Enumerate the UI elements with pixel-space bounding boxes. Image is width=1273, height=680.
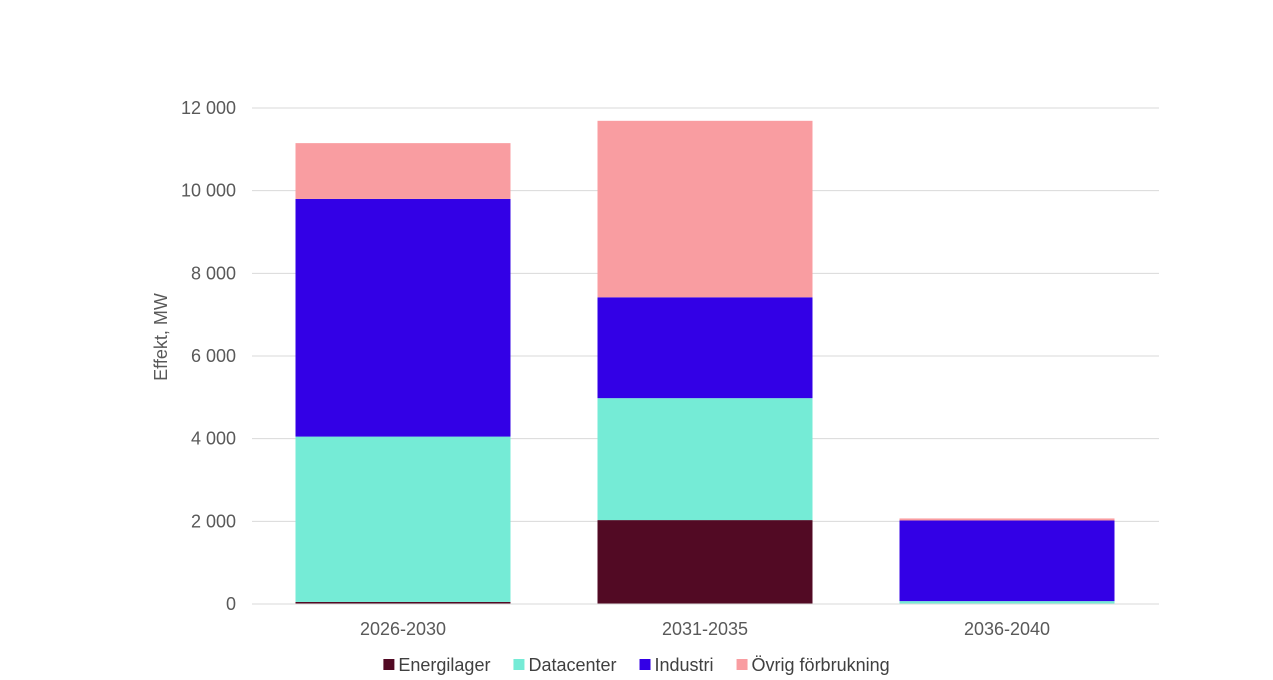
y-tick-label: 4 000 — [191, 429, 236, 449]
y-tick-label: 0 — [226, 594, 236, 614]
legend-label: Energilager — [398, 655, 490, 675]
bar-segment--vrig-f-rbrukning — [295, 143, 511, 199]
legend-label: Övrig förbrukning — [752, 655, 890, 675]
legend-swatch — [639, 659, 651, 670]
legend-swatch — [383, 659, 395, 670]
y-tick-label: 12 000 — [181, 98, 236, 118]
legend-swatch — [513, 659, 525, 670]
bar-segment-datacenter — [899, 601, 1115, 604]
y-axis-title: Effekt, MW — [151, 293, 171, 381]
bar-segment--vrig-f-rbrukning — [899, 518, 1115, 521]
bar-segment--vrig-f-rbrukning — [597, 120, 813, 298]
y-tick-label: 2 000 — [191, 511, 236, 531]
bar-segment-industri — [899, 520, 1115, 602]
bar-segment-energilager — [597, 520, 813, 604]
x-tick-label: 2036-2040 — [964, 619, 1050, 639]
y-tick-label: 10 000 — [181, 181, 236, 201]
bar-segment-industri — [295, 198, 511, 437]
y-tick-label: 6 000 — [191, 346, 236, 366]
y-axis-ticks: 0 2 000 4 000 6 000 8 000 10 000 12 000 — [181, 98, 236, 614]
x-tick-label: 2031-2035 — [662, 619, 748, 639]
legend-item--vrig-f-rbrukning: Övrig förbrukning — [736, 655, 890, 675]
x-axis-ticks: 2026-2030 2031-2035 2036-2040 — [360, 619, 1050, 639]
legend-item-datacenter: Datacenter — [513, 655, 617, 675]
legend-label: Industri — [655, 655, 714, 675]
legend-swatch — [736, 659, 748, 670]
bar-segment-datacenter — [597, 398, 813, 521]
legend: Energilager Datacenter Industri Övrig förbr… — [383, 655, 890, 675]
y-tick-label: 8 000 — [191, 263, 236, 283]
legend-item-energilager: Energilager — [383, 655, 490, 675]
bars — [252, 120, 1159, 605]
bar-segment-energilager — [295, 601, 511, 604]
bar-segment-industri — [597, 297, 813, 399]
legend-item-industri: Industri — [639, 655, 714, 675]
legend-label: Datacenter — [528, 655, 616, 675]
x-tick-label: 2026-2030 — [360, 619, 446, 639]
bar-segment-datacenter — [295, 436, 511, 602]
